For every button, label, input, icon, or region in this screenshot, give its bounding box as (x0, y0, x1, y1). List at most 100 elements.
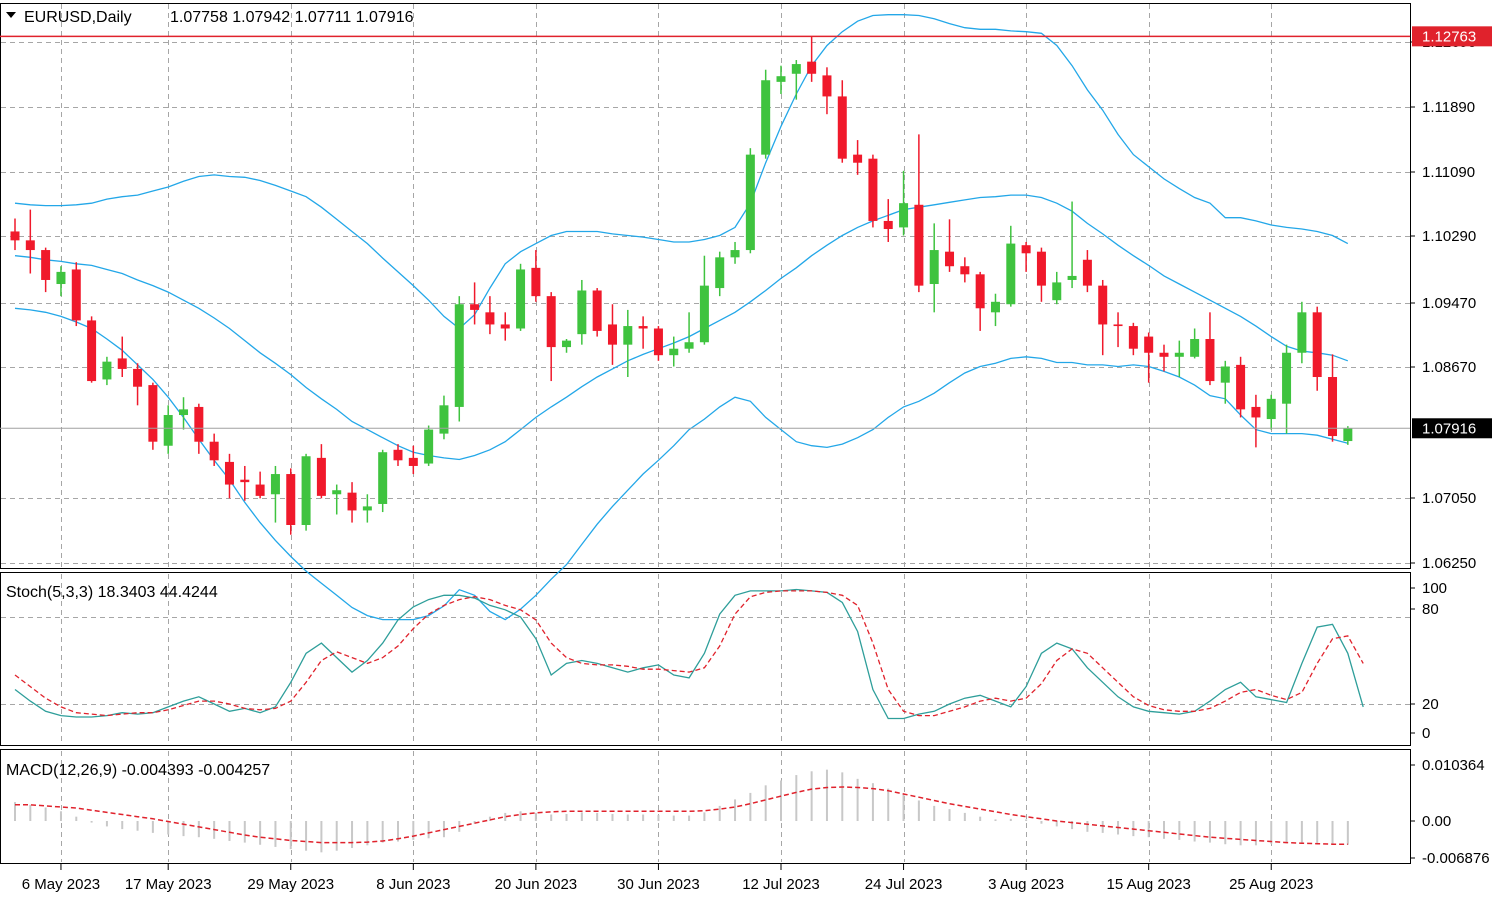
candle-body (776, 76, 786, 82)
candle-body (470, 304, 480, 310)
candle-body (623, 326, 633, 345)
candle (56, 266, 66, 297)
candle-body (562, 340, 572, 348)
candle-body (209, 441, 219, 461)
candle (133, 363, 143, 406)
candle (1128, 322, 1138, 356)
candle (1067, 201, 1077, 289)
candle-body (316, 457, 326, 496)
candle (1251, 394, 1261, 448)
candle-body (960, 266, 970, 275)
candle (1205, 312, 1215, 386)
candle-body (332, 490, 342, 495)
candle-body (577, 290, 587, 335)
candle (883, 199, 893, 242)
bollinger-lower (14, 307, 1348, 621)
stoch-signal-line (14, 590, 1364, 717)
candle-body (1128, 326, 1138, 349)
current-price-label: 1.07916 (1422, 420, 1476, 437)
candle-body (362, 506, 372, 511)
candle-body (25, 240, 35, 251)
candle (837, 80, 847, 163)
candle-body (179, 409, 189, 416)
candle-body (1205, 339, 1215, 382)
candle-body (1282, 352, 1292, 404)
symbol-title: EURUSD,Daily (24, 9, 132, 26)
candle (577, 279, 587, 345)
candle (745, 148, 755, 254)
candle-body (990, 301, 1000, 313)
candle (914, 134, 924, 293)
candle-body (669, 348, 679, 356)
candle (1036, 247, 1046, 302)
candle-body (1266, 398, 1276, 420)
macd-series (14, 769, 1349, 853)
candle (761, 69, 771, 159)
time-axis: 6 May 2023 17 May 2023 29 May 2023 8 Jun 20… (22, 864, 1313, 893)
candle (1174, 340, 1184, 378)
candle (439, 395, 449, 440)
candle-body (1098, 285, 1108, 325)
candle-body (439, 405, 449, 434)
price-tick-label: 1.11890 (1422, 99, 1475, 116)
candle-body (148, 385, 158, 442)
price-tick-label: 1.09470 (1422, 295, 1476, 312)
candle-body (914, 204, 924, 286)
candle-body (454, 304, 464, 407)
candle-body (301, 456, 311, 525)
candle-body (56, 271, 66, 285)
bollinger-bands (14, 14, 1349, 621)
ohlc-values: 1.07758 1.07942 1.07711 1.07916 (170, 9, 414, 26)
candle (71, 262, 81, 327)
candle (270, 465, 280, 523)
price-tick-label: 1.08670 (1422, 359, 1476, 376)
dropdown-triangle-icon[interactable] (6, 12, 16, 18)
candle (1082, 250, 1092, 293)
candle (1098, 279, 1108, 356)
candle-body (883, 220, 893, 230)
date-tick-label: 25 Aug 2023 (1229, 876, 1313, 893)
candle (562, 339, 572, 353)
candle-body (975, 274, 985, 309)
candle (470, 282, 480, 325)
candle-body (1343, 428, 1353, 442)
candle (1236, 356, 1246, 418)
candle-body (1328, 377, 1338, 437)
candle (899, 170, 909, 236)
candle (148, 382, 158, 450)
candle-body (240, 479, 250, 483)
candle (286, 468, 296, 535)
candle (1343, 426, 1353, 445)
candle-body (1174, 352, 1184, 357)
candle-body (500, 324, 510, 329)
candle-body (255, 484, 265, 496)
candle-body (10, 231, 20, 241)
date-tick-label: 29 May 2023 (247, 876, 334, 893)
candle (960, 257, 970, 283)
candle (224, 453, 234, 499)
candle (868, 154, 878, 228)
candle (531, 250, 541, 302)
candle-body (516, 269, 526, 329)
candle-body (1144, 336, 1154, 353)
candle (1297, 301, 1307, 364)
candle-body (730, 250, 740, 258)
candle (332, 484, 342, 515)
candle (500, 312, 510, 341)
price-tick-label: 1.07050 (1422, 490, 1476, 507)
current-price-tag: 1.07916 (1412, 418, 1492, 439)
candle-body (592, 290, 602, 331)
candle-body (347, 492, 357, 511)
candle-body (1251, 406, 1261, 418)
candle (592, 288, 602, 337)
price-tick-label: 1.11090 (1422, 164, 1475, 181)
candle (684, 312, 694, 353)
candle (516, 263, 526, 331)
candle (853, 140, 863, 175)
candle-body (607, 324, 617, 345)
candle (1144, 332, 1154, 383)
candle (87, 316, 97, 383)
candle (623, 309, 633, 378)
